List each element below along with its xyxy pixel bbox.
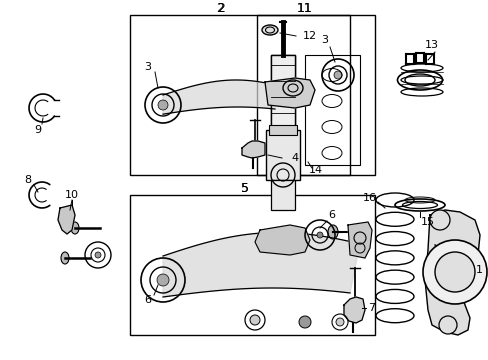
Text: 6: 6: [144, 295, 151, 305]
Bar: [268, 125, 296, 135]
Polygon shape: [264, 78, 314, 108]
Text: 11: 11: [297, 1, 312, 14]
Polygon shape: [163, 233, 359, 297]
Polygon shape: [343, 297, 364, 323]
Bar: [130, 195, 374, 335]
Circle shape: [429, 210, 449, 230]
Text: 13: 13: [424, 40, 438, 50]
Ellipse shape: [71, 222, 79, 234]
Text: 16: 16: [362, 193, 376, 203]
Circle shape: [434, 252, 474, 292]
Circle shape: [95, 252, 101, 258]
Text: 10: 10: [65, 190, 79, 200]
Circle shape: [298, 316, 310, 328]
Text: 6: 6: [328, 210, 335, 220]
Bar: [130, 15, 349, 175]
Ellipse shape: [262, 25, 278, 35]
Polygon shape: [254, 225, 309, 255]
Circle shape: [438, 316, 456, 334]
Bar: [265, 130, 299, 180]
Bar: [305, 55, 359, 165]
Text: 11: 11: [297, 1, 312, 14]
Text: 9: 9: [34, 125, 41, 135]
Bar: [270, 55, 294, 130]
Polygon shape: [242, 141, 264, 158]
Circle shape: [157, 274, 169, 286]
Text: 2: 2: [217, 1, 224, 14]
Bar: [270, 55, 294, 130]
Ellipse shape: [61, 252, 69, 264]
Circle shape: [335, 318, 343, 326]
Text: 7: 7: [367, 303, 375, 313]
Polygon shape: [424, 210, 479, 335]
Text: 3: 3: [321, 35, 328, 45]
Text: 15: 15: [420, 217, 434, 227]
Ellipse shape: [327, 225, 337, 239]
Circle shape: [333, 71, 341, 79]
Text: 8: 8: [24, 175, 32, 185]
Polygon shape: [347, 222, 371, 258]
Text: 14: 14: [308, 165, 323, 175]
Text: 3: 3: [144, 62, 151, 72]
Text: 5: 5: [241, 183, 248, 195]
Text: 4: 4: [291, 153, 298, 163]
Text: 1: 1: [474, 265, 482, 275]
Text: 2: 2: [216, 1, 224, 14]
Bar: [257, 15, 374, 175]
Circle shape: [316, 232, 323, 238]
Polygon shape: [163, 80, 280, 114]
Circle shape: [422, 240, 486, 304]
Polygon shape: [58, 205, 75, 234]
Circle shape: [158, 100, 168, 110]
Bar: [270, 180, 294, 210]
Text: 12: 12: [303, 31, 316, 41]
Text: 5: 5: [241, 183, 248, 195]
Circle shape: [249, 315, 260, 325]
